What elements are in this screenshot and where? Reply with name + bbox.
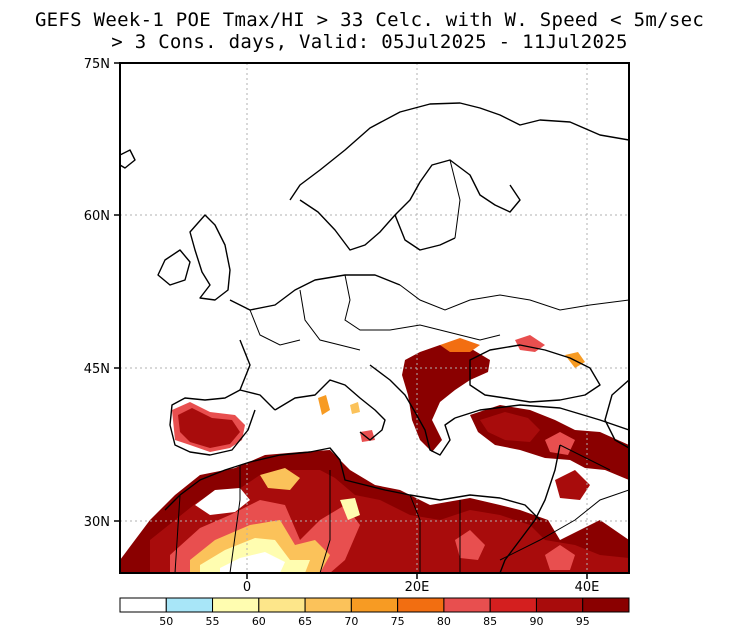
coastlines	[120, 102, 629, 573]
lon-label-0: 0	[243, 580, 251, 595]
colorbar: 50 55 60 65 70 75 80 85 90 95	[119, 597, 630, 628]
graticule	[120, 63, 629, 573]
colorbar-label: 90	[529, 615, 543, 628]
lon-label-20e: 20E	[405, 580, 430, 595]
poe-shading-balkans	[402, 335, 585, 452]
colorbar-label: 95	[576, 615, 590, 628]
colorbar-swatch	[350, 597, 399, 613]
lon-label-40e: 40E	[575, 580, 600, 595]
colorbar-swatch	[397, 597, 445, 613]
map-title-line2: > 3 Cons. days, Valid: 05Jul2025 - 11Jul…	[111, 31, 628, 53]
colorbar-label: 85	[483, 615, 497, 628]
colorbar-swatch	[212, 597, 260, 613]
colorbar-label: 60	[252, 615, 266, 628]
map-panel	[120, 63, 629, 573]
colorbar-swatch	[165, 597, 214, 613]
lat-label-45n: 45N	[84, 362, 110, 377]
colorbar-swatch	[258, 597, 306, 613]
colorbar-label: 80	[437, 615, 451, 628]
colorbar-label: 70	[344, 615, 358, 628]
lat-label-30n: 30N	[84, 515, 110, 530]
colorbar-label: 50	[159, 615, 173, 628]
colorbar-label: 55	[206, 615, 220, 628]
colorbar-label: 65	[298, 615, 312, 628]
poe-shading-spots	[318, 395, 375, 442]
lat-label-75n: 75N	[84, 57, 110, 72]
poe-shading-anatolia	[470, 405, 629, 500]
colorbar-swatch	[443, 597, 491, 613]
poe-shading-iberia	[172, 402, 245, 452]
colorbar-swatch	[489, 597, 537, 613]
axis-ticks	[114, 62, 588, 579]
poe-shading-north-africa	[120, 450, 629, 573]
country-borders	[174, 159, 629, 573]
colorbar-label: 75	[391, 615, 405, 628]
lat-label-60n: 60N	[84, 209, 110, 224]
colorbar-swatch	[304, 597, 352, 613]
map-title-line1: GEFS Week-1 POE Tmax/HI > 33 Celc. with …	[34, 9, 705, 31]
map-frame	[119, 62, 630, 574]
colorbar-swatch	[582, 597, 630, 613]
colorbar-swatch	[119, 597, 167, 613]
colorbar-swatch	[535, 597, 584, 613]
